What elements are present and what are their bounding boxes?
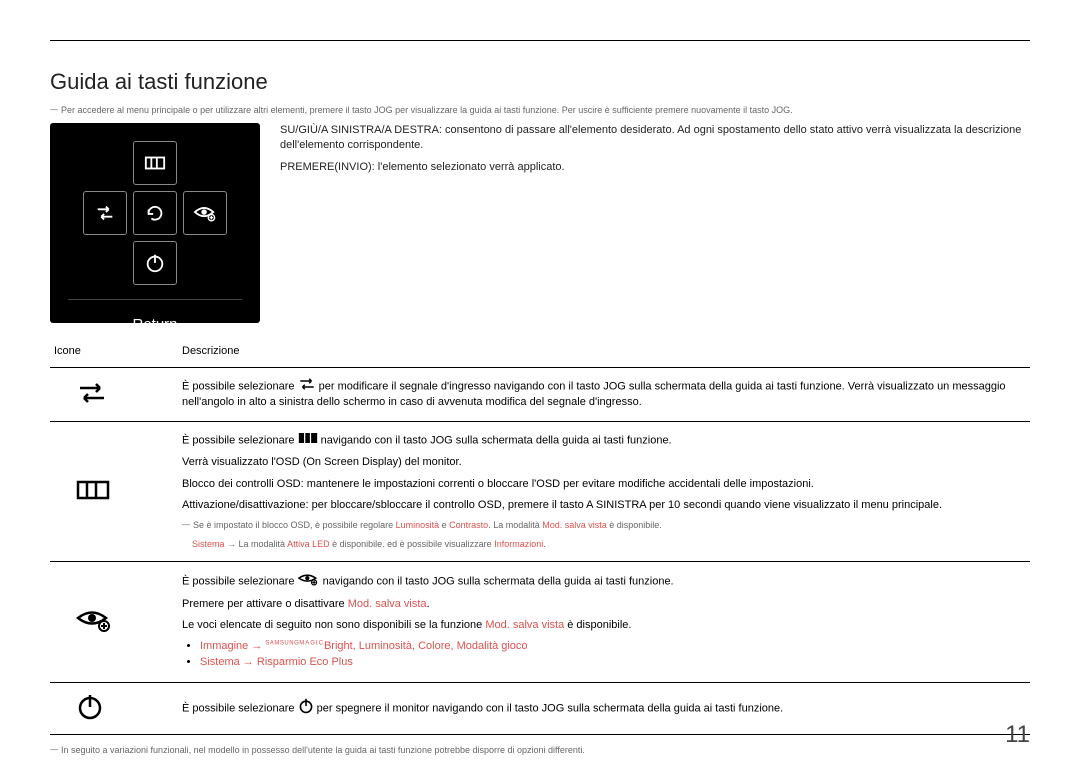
icon-table: Icone Descrizione È possibile selezionar…: [50, 339, 1030, 735]
table-row: È possibile selezionare navigando con il…: [50, 421, 1030, 561]
top-rule: [50, 40, 1030, 41]
source-icon: [50, 368, 178, 422]
pad-up-menu-icon: [133, 141, 177, 185]
table-row: È possibile selezionare navigando con il…: [50, 561, 1030, 682]
page-title: Guida ai tasti funzione: [50, 69, 1030, 95]
row2-desc: È possibile selezionare navigando con il…: [178, 421, 1030, 561]
panel-return-label: Return: [132, 316, 177, 333]
eye-saver-icon: [50, 561, 178, 682]
table-row: È possibile selezionare per modificare i…: [50, 368, 1030, 422]
col-icons: Icone: [50, 339, 178, 368]
footer-note: ―In seguito a variazioni funzionali, nel…: [50, 745, 1030, 755]
pad-right-eye-icon: [183, 191, 227, 235]
power-icon: [50, 682, 178, 734]
intro-note: ―Per accedere al menu principale o per u…: [50, 105, 1030, 115]
row3-desc: È possibile selezionare navigando con il…: [178, 561, 1030, 682]
top-description: SU/GIÙ/A SINISTRA/A DESTRA: consentono d…: [280, 123, 1030, 323]
menu-icon: [50, 421, 178, 561]
pad-center-return-icon: [133, 191, 177, 235]
pad-left-source-icon: [83, 191, 127, 235]
jog-panel: Return: [50, 123, 260, 323]
table-row: È possibile selezionare per spegnere il …: [50, 682, 1030, 734]
page-number: 11: [1005, 721, 1030, 749]
col-desc: Descrizione: [178, 339, 1030, 368]
row1-desc: È possibile selezionare per modificare i…: [178, 368, 1030, 422]
pad-down-power-icon: [133, 241, 177, 285]
row4-desc: È possibile selezionare per spegnere il …: [178, 682, 1030, 734]
